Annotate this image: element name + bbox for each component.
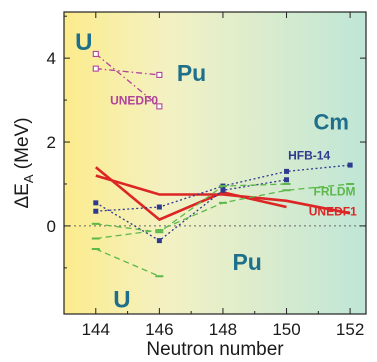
model-label-unedf1: UNEDF1: [309, 204, 357, 218]
series-unedf0-0: [92, 50, 163, 110]
x-tick-label: 144: [82, 320, 110, 339]
series-unedf1-3: [95, 174, 351, 215]
data-point: [93, 208, 99, 214]
plot-background: [64, 12, 366, 314]
data-point: [92, 65, 99, 72]
x-tick-label: 148: [209, 320, 237, 339]
region-label-2: Cm: [314, 109, 349, 134]
series-line: [95, 174, 351, 215]
plot-frame: [63, 11, 367, 315]
x-axis: 144 146 148 150 152: [63, 12, 364, 339]
y-axis-label: ΔEA (MeV): [12, 117, 36, 208]
series-frldm-6: [91, 182, 355, 240]
series-line: [95, 179, 287, 242]
series-layer: [64, 50, 366, 278]
series-line: [95, 67, 160, 76]
data-point: [93, 200, 99, 206]
series-unedf1-2: [94, 166, 287, 222]
series-frldm-8: [91, 247, 164, 278]
data-point: [92, 50, 99, 57]
data-point: [156, 103, 163, 110]
annotation-layer: U Pu Cm Pu U UNEDF0 HFB-14 FRLDM UNEDF1: [75, 29, 357, 314]
data-point: [220, 187, 226, 193]
data-point: [347, 162, 353, 168]
model-label-unedf0: UNEDF0: [110, 93, 158, 107]
y-tick-label: 4: [47, 49, 56, 68]
data-point: [284, 177, 290, 183]
region-label-3: Pu: [232, 249, 261, 275]
y-axis-label-sub: A: [21, 174, 36, 183]
y-axis: 0 2 4: [47, 15, 366, 269]
y-axis-label-unit: (MeV): [12, 117, 33, 174]
region-label-0: U: [75, 29, 92, 56]
y-axis-label-main: ΔE: [12, 183, 33, 208]
x-tick-label: 152: [336, 320, 364, 339]
series-frldm-7: [91, 182, 291, 234]
series-line: [95, 53, 160, 107]
data-point: [156, 204, 162, 210]
series-line: [95, 248, 160, 277]
series-line: [95, 183, 287, 233]
region-label-1: Pu: [177, 60, 206, 86]
model-label-frldm: FRLDM: [314, 185, 356, 199]
data-point: [156, 71, 163, 78]
series-unedf0-1: [92, 65, 163, 78]
y-tick-label: 2: [47, 133, 56, 152]
x-axis-label: Neutron number: [146, 339, 284, 360]
data-point: [284, 168, 290, 174]
data-point: [156, 238, 162, 244]
x-tick-label: 146: [145, 320, 173, 339]
y-tick-label: 0: [47, 217, 56, 236]
series-line: [94, 166, 287, 222]
model-label-hfb-14: HFB-14: [288, 149, 330, 163]
series-hfb-14-5: [93, 177, 290, 244]
x-tick-label: 150: [272, 320, 300, 339]
region-label-4: U: [113, 287, 130, 314]
